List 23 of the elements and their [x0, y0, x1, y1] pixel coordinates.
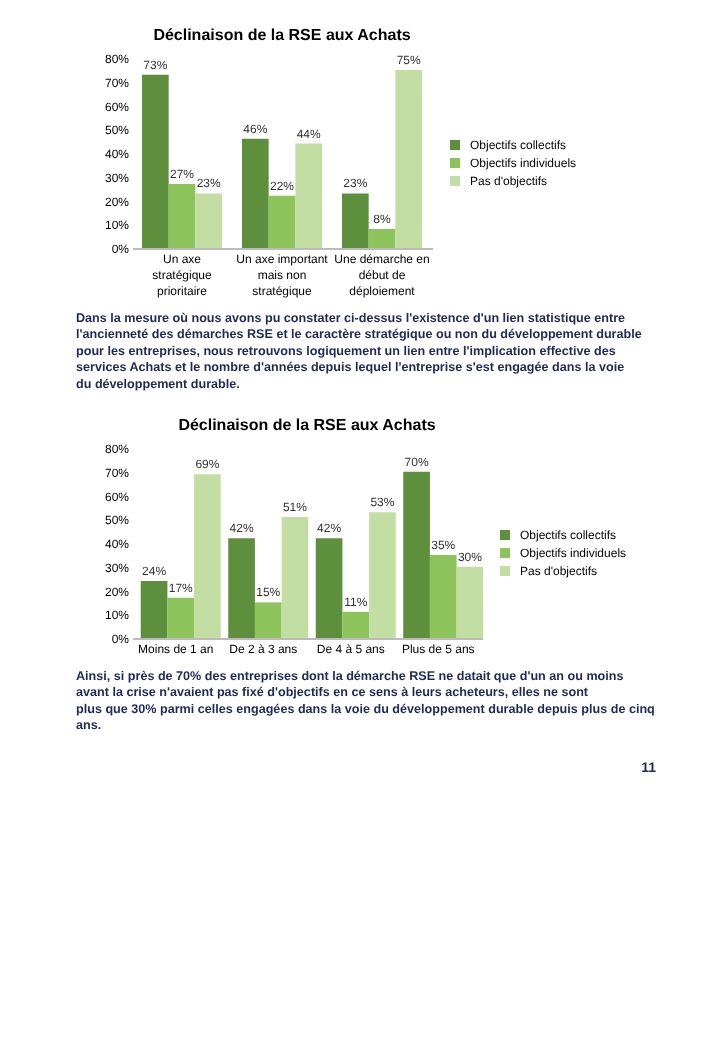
chart-title: Déclinaison de la RSE aux Achats [178, 416, 437, 434]
bar [254, 602, 282, 638]
bar [315, 538, 343, 638]
bar [281, 516, 309, 638]
bar [228, 538, 255, 638]
bar [295, 143, 322, 248]
bar [140, 581, 168, 638]
bar [342, 611, 370, 638]
bar [142, 74, 169, 248]
bar [429, 554, 457, 638]
bar [167, 597, 195, 638]
bar [194, 474, 221, 638]
bar [195, 193, 222, 248]
bar [403, 471, 430, 638]
bar [369, 512, 396, 638]
bar [268, 195, 296, 248]
bar [456, 566, 484, 638]
bar [242, 138, 269, 248]
bar [368, 229, 396, 248]
bar [168, 183, 196, 248]
bar [395, 69, 422, 248]
bar [342, 193, 369, 248]
chart-title: Déclinaison de la RSE aux Achats [153, 26, 412, 44]
